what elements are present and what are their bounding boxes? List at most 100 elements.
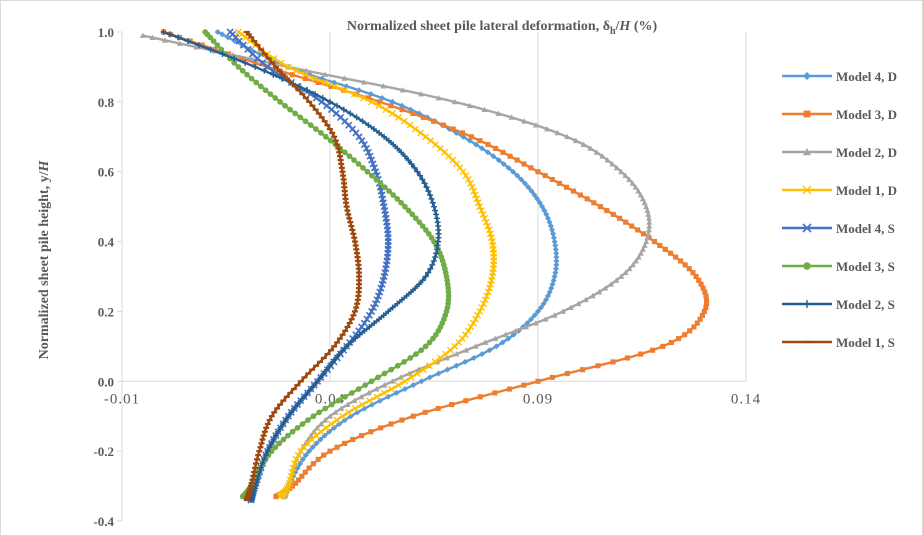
series-model-4-d [214,29,560,500]
data-point [651,239,658,245]
data-point [570,188,577,194]
data-point [352,335,359,342]
data-point [476,203,484,211]
data-point [400,117,408,125]
data-point [484,149,491,156]
data-point [351,404,359,412]
data-point [406,121,414,129]
data-point [275,428,282,435]
data-point [317,420,324,427]
data-point [610,211,616,217]
data-point [702,289,708,295]
data-point [313,126,319,132]
data-point [597,204,603,210]
data-point [373,296,381,304]
data-point [453,351,460,357]
x-tick-label: 0.04 [315,391,345,407]
data-point [310,428,317,435]
data-point [667,250,674,256]
data-point [261,67,268,74]
data-point [556,180,562,186]
data-point [507,153,513,159]
data-point [320,370,327,377]
data-point [470,355,477,361]
data-point [423,184,430,191]
data-point [346,153,353,160]
data-point [310,461,316,467]
data-point [469,319,477,327]
data-point [395,113,403,121]
data-point [394,196,401,202]
data-point [687,328,693,334]
data-point [322,71,329,77]
data-point [258,464,265,471]
data-point [623,219,629,225]
data-point [360,140,368,149]
data-point [650,347,656,353]
data-point [580,141,587,147]
data-point [553,257,560,264]
data-point [441,122,447,128]
data-point [276,440,283,447]
data-point [492,390,498,396]
data-point [309,444,316,451]
data-point [410,382,417,389]
data-point [294,401,301,408]
data-point [632,184,639,190]
legend: Model 4, D Model 3, D Model 2, D Model 1, D… [782,69,897,350]
data-point [596,289,603,295]
data-point [418,347,425,354]
legend-label: Model 1, S [836,335,895,350]
data-point [500,149,506,155]
data-point [306,448,313,455]
data-point [472,315,479,323]
data-point [210,38,217,44]
y-tick-label: 1.0 [98,25,114,40]
data-point [321,452,327,458]
data-point [502,331,509,338]
data-point [375,102,383,110]
data-point [644,234,651,241]
data-point [428,195,435,202]
data-point [635,227,641,233]
data-point [435,370,442,377]
data-point [431,358,439,366]
data-point [613,164,620,171]
data-point [478,351,485,358]
data-point [697,316,703,322]
data-point [427,265,434,272]
data-point [345,408,353,416]
data-point [239,55,245,62]
data-point [618,168,625,175]
data-point [564,133,571,140]
data-point [487,280,495,288]
data-point [543,296,550,303]
data-point [577,192,583,198]
data-point [272,95,279,101]
data-point [347,110,354,117]
data-point [401,359,408,365]
data-point [218,46,225,53]
data-point [521,161,527,167]
data-point [301,71,309,79]
data-point [531,312,538,319]
data-point [521,180,528,187]
data-point [422,227,429,233]
data-point [464,327,472,335]
data-point [355,161,362,167]
data-point [421,180,428,187]
data-point [525,184,532,191]
data-point [376,316,383,323]
data-point [302,76,308,82]
data-point [398,296,405,303]
data-point [244,71,250,78]
data-point [641,242,648,248]
grid-lines [329,32,747,382]
data-point [536,199,543,206]
data-point [426,192,433,198]
data-point [637,250,644,256]
data-point [350,436,356,443]
data-point [703,293,709,299]
data-point [472,343,479,349]
data-point [341,75,348,81]
